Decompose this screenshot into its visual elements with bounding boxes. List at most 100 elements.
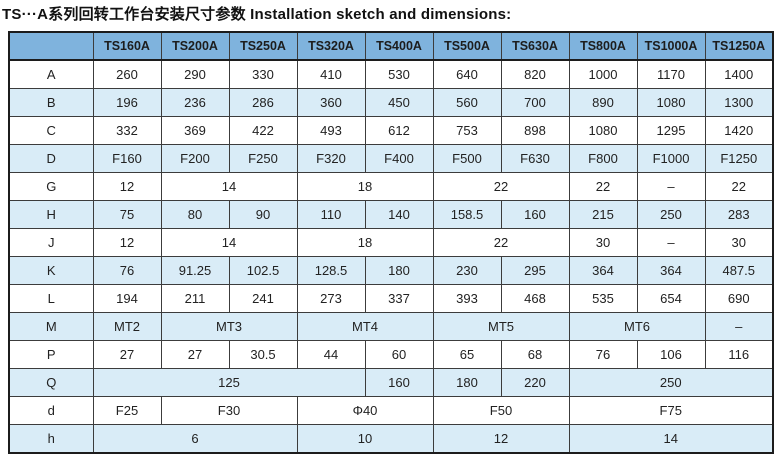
dimension-cell: 241 (228, 284, 298, 313)
table-body: A 260 290 330 410 530 640 820 1000 1170 1400 B 196 23… (8, 59, 774, 454)
row-label: H (8, 200, 94, 229)
dimension-cell: F320 (296, 144, 366, 173)
dimension-cell: 493 (296, 116, 366, 145)
table-row: h 6 10 12 14 (8, 424, 774, 454)
row-label: P (8, 340, 94, 369)
table-row: d F25 F30 Φ40 F50 F75 (8, 396, 774, 425)
dimension-cell: F400 (364, 144, 434, 173)
dimension-cell: – (636, 172, 706, 201)
dimension-cell: 1080 (568, 116, 638, 145)
dimension-cell: 364 (568, 256, 638, 285)
dimension-cell: 364 (636, 256, 706, 285)
dimension-cell: F1250 (704, 144, 774, 173)
dimension-cell: 286 (228, 88, 298, 117)
dimension-cell: MT6 (568, 312, 706, 341)
dimension-cell: 180 (364, 256, 434, 285)
table-row: A 260 290 330 410 530 640 820 1000 1170 1400 (8, 59, 774, 89)
dimension-cell: 14 (160, 172, 298, 201)
dimension-cell: 410 (296, 59, 366, 89)
dimension-cell: 30 (568, 228, 638, 257)
dimension-cell: 75 (92, 200, 162, 229)
dimension-cell: Φ40 (296, 396, 434, 425)
dimension-cell: F160 (92, 144, 162, 173)
dimension-cell: 65 (432, 340, 502, 369)
dimension-cell: 22 (704, 172, 774, 201)
dimension-cell: MT4 (296, 312, 434, 341)
dimension-cell: 295 (500, 256, 570, 285)
dimension-cell: 90 (228, 200, 298, 229)
dimension-cell: 560 (432, 88, 502, 117)
table-row: M MT2 MT3 MT4 MT5 MT6– (8, 312, 774, 341)
dimension-cell: 80 (160, 200, 230, 229)
dimension-cell: 18 (296, 228, 434, 257)
row-label: d (8, 396, 94, 425)
dimension-cell: 820 (500, 59, 570, 89)
dimension-cell: 116 (704, 340, 774, 369)
dimension-cell: F500 (432, 144, 502, 173)
table-row: D F160 F200 F250 F320 F400 F500 F630 F800 F1000 F1… (8, 144, 774, 173)
dimension-cell: 273 (296, 284, 366, 313)
dimension-cell: 12 (92, 172, 162, 201)
dimension-cell: F200 (160, 144, 230, 173)
dimension-cell: 22 (432, 172, 570, 201)
dimension-cell: 535 (568, 284, 638, 313)
dimension-cell: 160 (500, 200, 570, 229)
dimension-cell: 1420 (704, 116, 774, 145)
header-row: TS160A TS200A TS250A TS320A TS400A TS500A TS63… (8, 31, 774, 61)
dimensions-table: TS160A TS200A TS250A TS320A TS400A TS500A TS63… (8, 31, 774, 454)
dimension-cell: 898 (500, 116, 570, 145)
dimension-cell: 215 (568, 200, 638, 229)
column-header: TS1000A (636, 31, 706, 61)
dimension-cell: 22 (568, 172, 638, 201)
dimension-cell: F1000 (636, 144, 706, 173)
column-header: TS320A (296, 31, 366, 61)
dimension-cell: 14 (160, 228, 298, 257)
dimension-cell: 530 (364, 59, 434, 89)
dimension-cell: MT5 (432, 312, 570, 341)
dimension-cell: 332 (92, 116, 162, 145)
dimension-cell: 60 (364, 340, 434, 369)
dimension-cell: 194 (92, 284, 162, 313)
dimension-cell: 230 (432, 256, 502, 285)
row-label: Q (8, 368, 94, 397)
dimension-cell: F800 (568, 144, 638, 173)
dimension-cell: 6 (92, 424, 298, 454)
dimension-cell: 236 (160, 88, 230, 117)
dimension-cell: 283 (704, 200, 774, 229)
dimension-cell: 654 (636, 284, 706, 313)
table-row: G 12 14 18 22 22–22 (8, 172, 774, 201)
dimension-cell: 250 (568, 368, 774, 397)
dimension-cell: 12 (432, 424, 570, 454)
column-header: TS1250A (704, 31, 774, 61)
dimension-cell: 1400 (704, 59, 774, 89)
dimension-cell: 30 (704, 228, 774, 257)
dimension-cell: 27 (160, 340, 230, 369)
dimension-cell: 91.25 (160, 256, 230, 285)
dimension-cell: 260 (92, 59, 162, 89)
dimension-cell: F50 (432, 396, 570, 425)
dimension-cell: 106 (636, 340, 706, 369)
table-row: H 75 80 90 110 140 158.5 160 215 250 283 (8, 200, 774, 229)
table-row: L 194 211 241 273 337 393 468 535 654 690 (8, 284, 774, 313)
column-header: TS800A (568, 31, 638, 61)
dimension-cell: 700 (500, 88, 570, 117)
column-header: TS400A (364, 31, 434, 61)
table-row: K 76 91.25 102.5 128.5 180 230 295 364 364 487.5 (8, 256, 774, 285)
dimension-cell: – (704, 312, 774, 341)
dimension-cell: F75 (568, 396, 774, 425)
table-row: B 196 236 286 360 450 560 700 890 1080 1300 (8, 88, 774, 117)
dimension-cell: 76 (92, 256, 162, 285)
dimension-cell: MT3 (160, 312, 298, 341)
column-header: TS630A (500, 31, 570, 61)
dimension-cell: 180 (432, 368, 502, 397)
dimension-cell: 612 (364, 116, 434, 145)
dimension-cell: 330 (228, 59, 298, 89)
row-label: A (8, 59, 94, 89)
table-head: TS160A TS200A TS250A TS320A TS400A TS500A TS63… (8, 31, 774, 61)
dimension-cell: 393 (432, 284, 502, 313)
dimension-cell: 30.5 (228, 340, 298, 369)
dimension-cell: 487.5 (704, 256, 774, 285)
dimension-cell: 160 (364, 368, 434, 397)
dimension-cell: 128.5 (296, 256, 366, 285)
dimension-cell: 890 (568, 88, 638, 117)
